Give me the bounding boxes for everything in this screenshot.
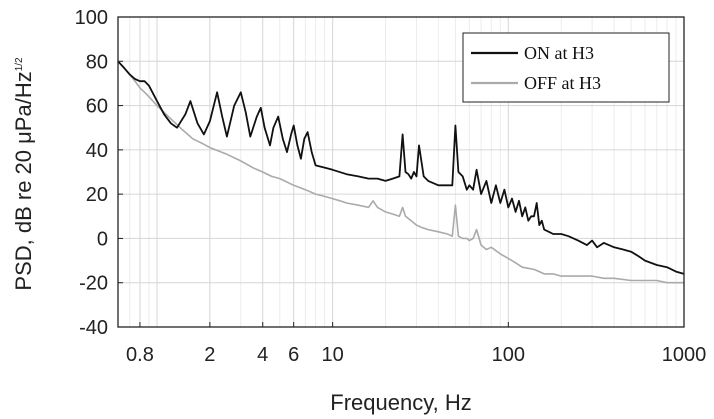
- x-tick-label: 4: [257, 344, 268, 366]
- y-tick-label: 60: [86, 96, 108, 118]
- series-line-off-at-h3: [117, 60, 684, 284]
- legend-box: [462, 32, 670, 103]
- x-tick-label: 100: [492, 344, 525, 366]
- y-tick-label: 100: [75, 7, 108, 29]
- y-axis-title: PSD, dB re 20 μPa/Hz1/2: [11, 57, 36, 291]
- x-tick-label: 2: [204, 344, 215, 366]
- y-tick-label: 20: [86, 184, 108, 206]
- legend-label-on-at-h3: ON at H3: [524, 43, 594, 63]
- y-tick-label: -20: [79, 273, 108, 295]
- plot-frame: [117, 16, 685, 328]
- x-tick-label: 6: [288, 344, 299, 366]
- y-tick-label: 0: [97, 228, 108, 250]
- series-layer: [117, 60, 685, 284]
- x-tick-label: 1000: [662, 344, 707, 366]
- legend: ON at H3 OFF at H3: [462, 32, 670, 103]
- series-line-on-at-h3: [117, 60, 685, 275]
- y-axis-title-superscript: 1/2: [14, 57, 25, 71]
- x-tick-label: 0.8: [126, 344, 154, 366]
- legend-label-off-at-h3: OFF at H3: [524, 73, 601, 93]
- y-tick-label: -40: [79, 317, 108, 339]
- x-tick-label: 10: [322, 344, 344, 366]
- x-axis-title: Frequency, Hz: [330, 390, 471, 415]
- y-axis-title-main: PSD, dB re 20 μPa/Hz: [11, 71, 36, 290]
- tick-labels: 0.8 2 4 6 10 100 1000 -40 -20 0 20 40 60 80 100: [75, 7, 707, 366]
- y-tick-label: 80: [86, 51, 108, 73]
- y-tick-label: 40: [86, 140, 108, 162]
